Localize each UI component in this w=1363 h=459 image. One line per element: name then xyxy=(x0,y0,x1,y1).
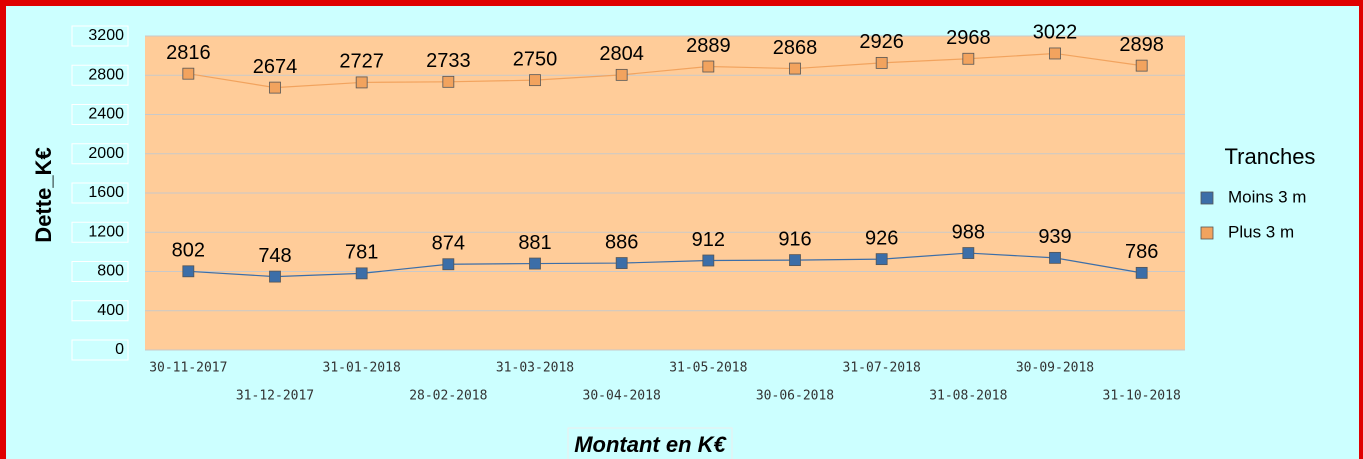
data-label: 912 xyxy=(692,229,725,251)
x-tick-label: 31-12-2017 xyxy=(236,389,314,404)
marker xyxy=(529,257,541,270)
y-tick-label: 800 xyxy=(97,263,124,280)
legend-title: Tranches xyxy=(1225,144,1316,169)
marker xyxy=(269,270,281,283)
y-tick-label: 2800 xyxy=(88,66,124,83)
y-tick-label: 0 xyxy=(115,341,124,358)
x-tick-label: 31-10-2018 xyxy=(1103,389,1181,404)
data-label: 2889 xyxy=(686,35,731,57)
data-label: 939 xyxy=(1038,226,1071,248)
data-label: 881 xyxy=(518,232,551,254)
y-tick-label: 2400 xyxy=(88,106,124,123)
x-tick-label: 30-06-2018 xyxy=(756,389,834,404)
y-tick-box xyxy=(71,300,129,322)
border-top xyxy=(0,0,1363,6)
data-label: 916 xyxy=(778,228,811,250)
x-tick-label: 31-01-2018 xyxy=(323,361,401,376)
marker xyxy=(355,267,368,280)
border-right xyxy=(1359,0,1363,459)
data-label: 786 xyxy=(1125,241,1158,263)
marker xyxy=(702,60,715,73)
data-label: 874 xyxy=(432,233,465,255)
y-tick-label: 3200 xyxy=(88,27,124,44)
x-tick-label: 31-03-2018 xyxy=(496,361,574,376)
data-label: 2750 xyxy=(513,48,558,70)
marker xyxy=(1135,266,1148,279)
marker xyxy=(615,257,628,269)
data-label: 2804 xyxy=(599,43,644,65)
x-axis-title: Montant en K€ xyxy=(574,432,727,457)
x-tick-label: 31-05-2018 xyxy=(669,361,747,376)
data-label: 926 xyxy=(865,227,898,249)
marker xyxy=(1049,47,1061,60)
x-tick-label: 31-07-2018 xyxy=(843,361,921,376)
data-label: 2926 xyxy=(859,31,904,53)
y-tick-box xyxy=(71,25,129,47)
marker xyxy=(789,254,801,267)
marker xyxy=(789,62,801,75)
y-tick-box xyxy=(71,261,129,282)
legend-label: Moins 3 m xyxy=(1228,187,1306,206)
y-axis-title: Dette_K€ xyxy=(31,147,56,242)
y-tick-box xyxy=(71,182,129,204)
marker xyxy=(875,253,888,266)
border-left xyxy=(0,0,6,459)
y-tick-label: 1600 xyxy=(88,184,124,201)
marker xyxy=(442,75,455,88)
series-line xyxy=(188,252,1142,278)
y-tick-label: 400 xyxy=(97,302,124,319)
data-label: 781 xyxy=(345,242,378,264)
legend-swatch xyxy=(1200,191,1214,205)
data-label: 2968 xyxy=(946,27,991,49)
data-label: 2674 xyxy=(253,56,298,78)
x-tick-label: 31-08-2018 xyxy=(929,389,1007,404)
x-tick-label: 30-04-2018 xyxy=(583,389,661,404)
y-tick-box xyxy=(71,104,129,125)
marker xyxy=(442,258,455,271)
data-label: 2733 xyxy=(426,50,471,72)
data-label: 2816 xyxy=(166,42,211,64)
marker xyxy=(702,254,715,267)
y-tick-box xyxy=(71,143,129,165)
x-tick-label: 28-02-2018 xyxy=(409,389,487,404)
y-tick-box xyxy=(71,221,129,243)
data-label: 2868 xyxy=(773,37,818,59)
y-tick-box xyxy=(71,64,129,86)
marker xyxy=(355,76,368,89)
marker xyxy=(269,81,281,94)
data-label: 2727 xyxy=(339,51,384,73)
marker xyxy=(529,74,541,87)
marker xyxy=(182,265,195,278)
data-label: 2898 xyxy=(1119,34,1164,56)
legend-label: Plus 3 m xyxy=(1228,222,1294,241)
legend-swatch xyxy=(1200,226,1214,240)
marker xyxy=(1049,251,1061,264)
marker xyxy=(962,52,975,65)
marker xyxy=(182,67,195,80)
data-label: 988 xyxy=(952,221,985,243)
marker xyxy=(962,247,975,259)
x-tick-label: 30-11-2017 xyxy=(149,361,227,376)
x-tick-label: 30-09-2018 xyxy=(1016,361,1094,376)
data-label: 802 xyxy=(172,240,205,262)
series-line xyxy=(188,52,1142,89)
y-tick-box xyxy=(71,339,129,361)
marker xyxy=(1135,59,1148,72)
data-label: 3022 xyxy=(1033,22,1078,44)
x-title-box xyxy=(567,427,733,459)
data-label: 886 xyxy=(605,231,638,253)
data-label: 748 xyxy=(258,245,291,267)
marker xyxy=(875,56,888,69)
y-tick-label: 2000 xyxy=(88,145,124,162)
y-tick-label: 1200 xyxy=(88,223,124,240)
marker xyxy=(615,68,628,81)
